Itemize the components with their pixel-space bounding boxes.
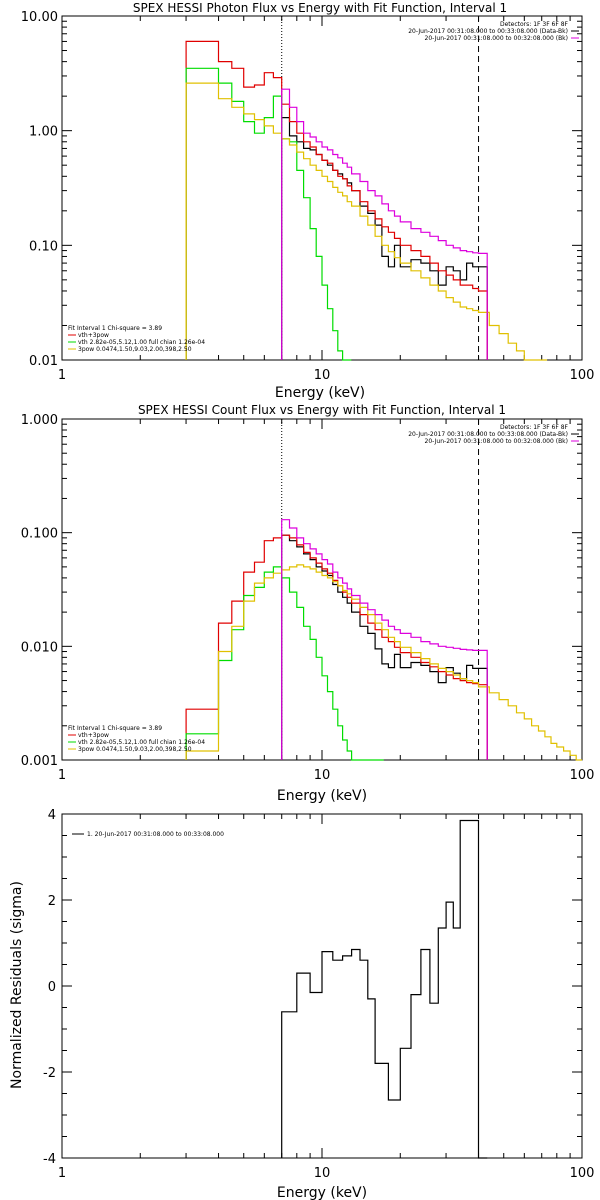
panel-3-ylabel: Normalized Residuals (sigma) [9,881,25,1089]
x-tick-label: 10 [314,1166,331,1181]
legend-bl-item: vth 2.82e-05,5.12,1.00 full chian 1.26e-… [78,739,205,746]
y-tick-label: -4 [43,1152,56,1167]
y-tick-label: 0.10 [29,239,58,254]
y-tick-label: 1.000 [21,413,58,428]
panel-2-plot: 1 10 100 0.001 0.010 0.100 1.000 Detectors: 1F … [21,413,595,783]
y-tick-label: 10.00 [21,10,58,25]
x-tick-label: 1 [58,1166,66,1181]
series-0-line [281,819,488,1159]
legend-tl-item: 1. 20-Jun-2017 00:31:08.000 to 00:33:08.… [87,831,224,838]
legend-bl-item: 3pow 0.0474,1.50,9.03,2.00,398,2.50 [78,346,192,353]
series-4-line [281,88,488,360]
series-3-line [185,564,582,761]
legend-bl-item: Fit Interval 1 Chi-square = 3.89 [68,325,162,332]
panel-3-plot: 1 10 100 -4 -2 0 2 4 1. 20-Jun-2017 00:31:08.000… [43,808,594,1181]
panel-2-xlabel: Energy (keV) [277,788,367,804]
panel-1-plot: 1 10 100 0.01 0.10 1.00 10.00 Detectors: 1F 3F … [21,10,595,383]
x-tick-label: 1 [58,368,66,383]
panel-photon-flux: SPEX HESSI Photon Flux vs Energy with Fi… [21,1,595,401]
x-tick-label: 100 [570,368,595,383]
x-tick-label: 100 [570,768,595,783]
y-tick-label: 1.00 [29,125,58,140]
y-tick-label: 0.01 [29,354,58,369]
legend-tr-item: 20-Jun-2017 00:31:08.000 to 00:33:08.000… [408,28,568,35]
legend-tr-item: 20-Jun-2017 00:31:08.000 to 00:32:08.000… [425,35,568,42]
series-4-line [281,519,488,760]
y-tick-label: -2 [43,1066,56,1081]
y-tick-label: 4 [48,808,56,823]
panel-2-title: SPEX HESSI Count Flux vs Energy with Fit… [138,403,506,417]
panel-1-xlabel: Energy (keV) [275,385,365,401]
panel-residuals: 1 10 100 -4 -2 0 2 4 1. 20-Jun-2017 00:31:08.000… [9,808,594,1200]
legend-bl-item: vth+3pow [78,332,109,339]
legend-tr-item: Detectors: 1F 3F 6F 8F [500,424,569,431]
y-tick-label: 2 [48,894,56,909]
legend-bl-item: vth 2.82e-05,5.12,1.00 full chian 1.26e-… [78,339,205,346]
x-tick-label: 10 [314,368,331,383]
series-1-line [185,40,488,360]
panel-1-title: SPEX HESSI Photon Flux vs Energy with Fi… [133,1,507,15]
legend-tr-item: 20-Jun-2017 00:31:08.000 to 00:33:08.000… [408,431,568,438]
legend-bl-item: vth+3pow [78,732,109,739]
y-tick-label: 0.100 [21,527,58,542]
legend-bl-item: Fit Interval 1 Chi-square = 3.89 [68,725,162,732]
legend-tr-item: Detectors: 1F 3F 6F 8F [500,21,569,28]
y-tick-label: 0.001 [21,754,58,769]
y-tick-label: 0.010 [21,640,58,655]
x-tick-label: 1 [58,768,66,783]
x-tick-label: 10 [314,768,331,783]
series-1-line [185,534,488,760]
panel-count-flux: SPEX HESSI Count Flux vs Energy with Fit… [21,403,595,804]
series-3-line [185,82,548,361]
panel-3-xlabel: Energy (keV) [277,1185,367,1200]
series-2-line [185,67,352,361]
x-tick-label: 100 [570,1166,595,1181]
y-tick-label: 0 [48,980,56,995]
legend-tr-item: 20-Jun-2017 00:31:08.000 to 00:32:08.000… [425,438,568,445]
legend-bl-item: 3pow 0.0474,1.50,9.03,2.00,398,2.50 [78,746,192,753]
